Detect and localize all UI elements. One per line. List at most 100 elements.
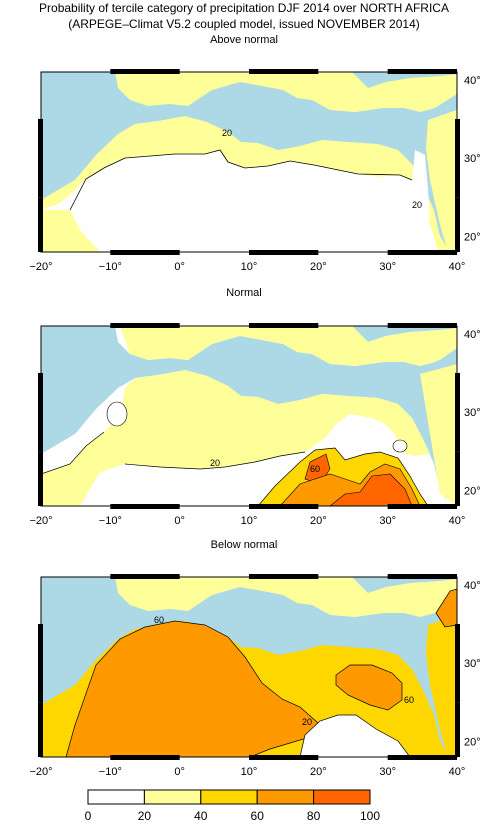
frame-bar bbox=[249, 250, 319, 255]
latitude-label: 20° bbox=[464, 231, 481, 243]
frame-bar bbox=[38, 197, 43, 252]
low-probability-area bbox=[106, 401, 128, 427]
frame-bar bbox=[455, 197, 460, 252]
longitude-label: 30° bbox=[379, 515, 396, 527]
longitude-label: 10° bbox=[241, 261, 258, 273]
low-probability-area bbox=[412, 150, 430, 220]
contour-label: 60 bbox=[404, 695, 414, 705]
contour-label: 20 bbox=[210, 458, 220, 468]
colorbar-swatch bbox=[87, 789, 145, 805]
map-below-normal: 60 20 60 −20° −10° 0° 10° 20° 30° 40° 40° 30° 20° bbox=[29, 574, 481, 778]
frame-ticks bbox=[38, 574, 460, 760]
colorbar-label: 0 bbox=[85, 809, 92, 823]
frame-bar bbox=[249, 574, 319, 579]
frame-bar bbox=[455, 372, 460, 452]
frame-bar bbox=[455, 702, 460, 757]
map-title-line2: (ARPEGE–Climat V5.2 coupled model, issue… bbox=[68, 17, 420, 31]
colorbar-swatch bbox=[200, 789, 258, 805]
panel-title-above-normal: Above normal bbox=[210, 34, 278, 46]
longitude-label: 0° bbox=[174, 261, 185, 273]
latitude-label: 40° bbox=[464, 580, 481, 592]
longitude-label: 20° bbox=[310, 515, 327, 527]
colorbar: 0 20 40 60 80 100 bbox=[85, 789, 380, 823]
frame-bar bbox=[387, 69, 457, 74]
longitude-label: 0° bbox=[174, 766, 185, 778]
frame-bar bbox=[249, 755, 319, 760]
frame-bar bbox=[110, 250, 180, 255]
frame-bar bbox=[249, 504, 319, 509]
latitude-label: 40° bbox=[464, 329, 481, 341]
frame-bar bbox=[455, 118, 460, 198]
longitude-label: 20° bbox=[310, 261, 327, 273]
frame-bar bbox=[110, 755, 180, 760]
middle-east-land bbox=[426, 110, 457, 252]
frame-bar bbox=[110, 574, 180, 579]
longitude-label: 10° bbox=[241, 766, 258, 778]
map-title-line1: Probability of tercile category of preci… bbox=[39, 1, 449, 15]
map-panel-above-normal: 20 20 −20° −10° 0° 10° 20° 30° 40° 40° 30° 20° bbox=[0, 60, 488, 300]
map-above-normal: 20 20 −20° −10° 0° 10° 20° 30° 40° 40° 30° 20° bbox=[29, 69, 481, 273]
frame-bar bbox=[38, 451, 43, 506]
longitude-label: −10° bbox=[99, 766, 122, 778]
colorbar-swatch bbox=[313, 789, 371, 805]
contour-label: 20 bbox=[302, 717, 312, 727]
contour-label: 20 bbox=[222, 128, 232, 138]
map-panel-normal: 20 60 −20° −10° 0° 10° 20° 30° 40° 40° 30° 20° bbox=[0, 314, 488, 554]
very-high-probability-area bbox=[329, 473, 413, 506]
longitude-label: 40° bbox=[449, 261, 466, 273]
colorbar-swatch bbox=[143, 789, 202, 805]
frame-bar bbox=[110, 69, 180, 74]
frame-ticks bbox=[38, 69, 460, 255]
frame-bar bbox=[249, 69, 319, 74]
longitude-label: −20° bbox=[29, 261, 52, 273]
longitude-label: 30° bbox=[379, 766, 396, 778]
map-normal: 20 60 −20° −10° 0° 10° 20° 30° 40° 40° 30° 20° bbox=[29, 323, 481, 527]
frame-bar bbox=[387, 574, 457, 579]
longitude-label: 30° bbox=[379, 261, 396, 273]
frame-bar bbox=[455, 623, 460, 703]
europe-land bbox=[115, 577, 457, 617]
contour-label: 60 bbox=[310, 464, 320, 474]
longitude-label: −10° bbox=[99, 261, 122, 273]
longitude-label: 40° bbox=[449, 515, 466, 527]
frame-bar bbox=[38, 372, 43, 452]
colorbar-label: 100 bbox=[360, 809, 380, 823]
yellow-zone bbox=[41, 370, 430, 506]
panel-title-below-normal: Below normal bbox=[210, 539, 278, 551]
frame-bar bbox=[387, 755, 457, 760]
low-probability-area bbox=[299, 714, 411, 757]
frame-bar bbox=[387, 323, 457, 328]
high-probability-area bbox=[335, 664, 403, 711]
latitude-label: 30° bbox=[464, 407, 481, 419]
latitude-label: 20° bbox=[464, 736, 481, 748]
europe-land bbox=[115, 72, 457, 112]
frame-bar bbox=[249, 323, 319, 328]
frame-bar bbox=[110, 323, 180, 328]
frame-ticks bbox=[38, 323, 460, 509]
map-panel-below-normal: 60 20 60 −20° −10° 0° 10° 20° 30° 40° 40° 30° 20° bbox=[0, 565, 488, 805]
yellow-zone bbox=[420, 364, 457, 506]
frame-bar bbox=[110, 504, 180, 509]
contour-label: 20 bbox=[412, 200, 422, 210]
colorbar-label: 40 bbox=[194, 809, 208, 823]
longitude-label: 0° bbox=[174, 515, 185, 527]
frame-bar bbox=[387, 504, 457, 509]
latitude-label: 40° bbox=[464, 75, 481, 87]
panel-title-normal: Normal bbox=[226, 287, 262, 299]
low-probability-area bbox=[392, 439, 408, 453]
colorbar-label: 20 bbox=[138, 809, 152, 823]
longitude-label: 40° bbox=[449, 766, 466, 778]
contour-label: 60 bbox=[154, 615, 164, 625]
latitude-label: 30° bbox=[464, 153, 481, 165]
yellow-zone bbox=[120, 326, 457, 366]
colorbar-swatch bbox=[256, 789, 315, 805]
latitude-label: 20° bbox=[464, 485, 481, 497]
frame-bar bbox=[38, 118, 43, 198]
longitude-label: 10° bbox=[241, 515, 258, 527]
high-probability-area bbox=[65, 620, 319, 757]
longitude-label: −10° bbox=[99, 515, 122, 527]
low-probability-area bbox=[41, 150, 438, 252]
latitude-label: 30° bbox=[464, 658, 481, 670]
frame-bar bbox=[38, 702, 43, 757]
colorbar-label: 60 bbox=[251, 809, 265, 823]
